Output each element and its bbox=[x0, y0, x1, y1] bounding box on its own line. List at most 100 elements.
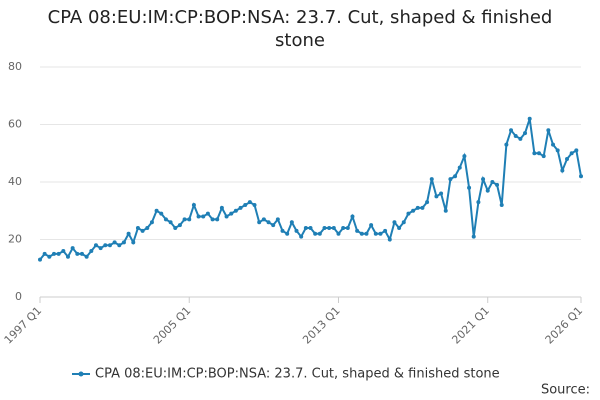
y-tick-label: 0 bbox=[15, 290, 22, 303]
point bbox=[565, 157, 570, 161]
point bbox=[47, 254, 52, 259]
point bbox=[462, 154, 467, 159]
point bbox=[448, 177, 453, 182]
point bbox=[425, 200, 430, 205]
point bbox=[560, 168, 565, 173]
point bbox=[168, 220, 173, 225]
point bbox=[196, 214, 201, 219]
point bbox=[308, 226, 313, 230]
point bbox=[355, 228, 360, 233]
point bbox=[313, 231, 318, 236]
point bbox=[191, 203, 196, 207]
point bbox=[140, 228, 145, 233]
point bbox=[61, 249, 66, 253]
point bbox=[243, 203, 248, 207]
point bbox=[546, 128, 551, 133]
point bbox=[149, 220, 154, 225]
x-tick-label: 2026 Q1 bbox=[543, 304, 586, 347]
point bbox=[453, 174, 458, 179]
point bbox=[341, 226, 346, 230]
point bbox=[504, 142, 509, 147]
point bbox=[182, 217, 187, 222]
y-tick-label: 40 bbox=[8, 175, 22, 188]
point bbox=[369, 223, 374, 228]
x-tick-label: 2021 Q1 bbox=[449, 304, 492, 347]
point bbox=[579, 174, 583, 179]
point bbox=[378, 231, 383, 236]
point bbox=[163, 217, 168, 222]
point bbox=[364, 231, 369, 236]
point bbox=[252, 203, 257, 207]
x-tick-label: 2013 Q1 bbox=[300, 304, 343, 347]
point bbox=[336, 231, 341, 236]
point bbox=[415, 205, 420, 210]
point bbox=[537, 151, 542, 156]
point bbox=[51, 251, 56, 256]
point bbox=[392, 220, 397, 225]
point bbox=[271, 223, 276, 228]
point bbox=[434, 194, 439, 199]
point bbox=[117, 243, 122, 248]
point bbox=[429, 177, 434, 182]
point bbox=[257, 220, 262, 225]
point bbox=[224, 214, 229, 219]
point bbox=[322, 226, 327, 230]
point bbox=[159, 211, 164, 216]
point bbox=[84, 254, 89, 259]
point bbox=[65, 254, 70, 259]
y-tick-label: 60 bbox=[8, 118, 22, 131]
point bbox=[527, 116, 532, 121]
point bbox=[331, 226, 336, 230]
point bbox=[373, 231, 378, 236]
point bbox=[471, 234, 476, 239]
point bbox=[327, 226, 332, 230]
point bbox=[345, 226, 350, 230]
point bbox=[420, 205, 425, 210]
point bbox=[523, 131, 528, 136]
point bbox=[299, 234, 304, 239]
point bbox=[383, 228, 388, 233]
point bbox=[509, 128, 514, 133]
x-tick-label: 2005 Q1 bbox=[151, 304, 194, 347]
source: Source: bbox=[541, 383, 590, 398]
point bbox=[294, 228, 299, 233]
point bbox=[126, 231, 131, 236]
point bbox=[551, 142, 556, 147]
point bbox=[135, 226, 140, 230]
point bbox=[75, 251, 80, 256]
series-line bbox=[39, 118, 582, 261]
point bbox=[317, 231, 322, 236]
point bbox=[187, 217, 192, 222]
point bbox=[481, 177, 486, 182]
point bbox=[411, 208, 416, 213]
chart-title: CPA 08:EU:IM:CP:BOP:NSA: 23.7. Cut, shap… bbox=[47, 7, 553, 51]
y-tick-label: 20 bbox=[8, 233, 22, 246]
point bbox=[112, 240, 117, 245]
point bbox=[145, 226, 150, 230]
point bbox=[518, 136, 523, 141]
legend-marker bbox=[78, 371, 84, 377]
point bbox=[215, 217, 220, 222]
y-tick-label: 80 bbox=[8, 60, 22, 73]
point bbox=[205, 211, 210, 216]
point bbox=[42, 251, 47, 256]
point bbox=[439, 191, 444, 196]
point bbox=[131, 240, 136, 245]
point bbox=[107, 243, 112, 248]
point bbox=[154, 208, 159, 213]
point bbox=[350, 214, 355, 219]
point bbox=[495, 182, 500, 187]
point bbox=[233, 208, 238, 213]
point bbox=[238, 205, 243, 210]
point bbox=[499, 203, 504, 207]
point bbox=[285, 231, 290, 236]
point bbox=[93, 243, 98, 248]
point bbox=[401, 220, 406, 225]
point bbox=[467, 185, 472, 190]
point bbox=[457, 165, 462, 170]
point bbox=[513, 134, 518, 138]
point bbox=[261, 217, 266, 222]
point bbox=[103, 243, 108, 248]
x-tick-label: 1997 Q1 bbox=[2, 304, 45, 347]
